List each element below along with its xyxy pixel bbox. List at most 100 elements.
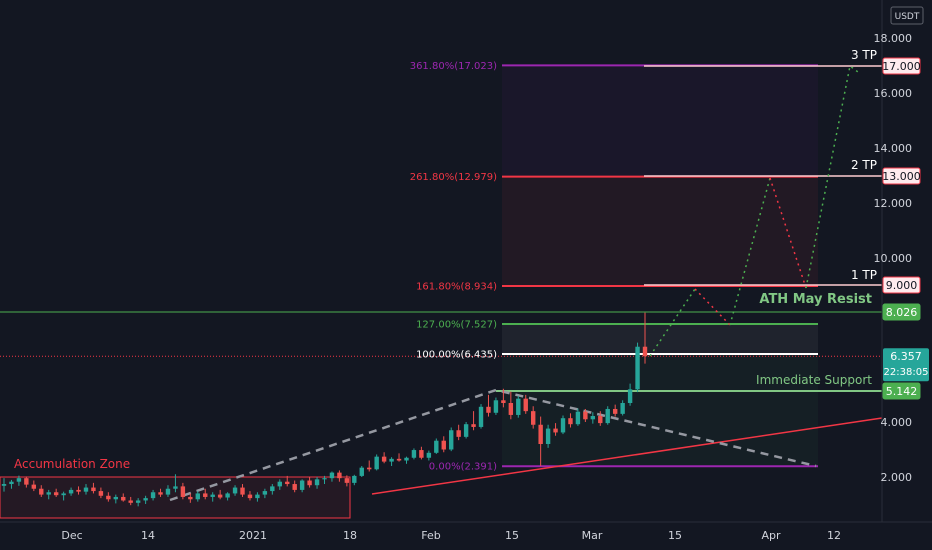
candle-body: [337, 472, 342, 479]
plot-area[interactable]: [0, 64, 883, 519]
candle-body: [478, 406, 484, 427]
candle-body: [545, 428, 551, 444]
candle-body: [449, 430, 454, 450]
time-tick-label: 15: [668, 529, 682, 542]
candle-body: [471, 424, 476, 427]
price-tag-box: [882, 276, 921, 294]
time-axis[interactable]: Dec 14 2021 18 Feb 15 Mar 15 Apr 12: [61, 529, 841, 542]
candle-body: [165, 488, 171, 495]
candle-body: [538, 424, 543, 444]
candle-body: [53, 492, 59, 496]
candle-body: [31, 484, 37, 489]
time-tick-label: 15: [505, 529, 519, 542]
price-tag-box: [882, 167, 921, 185]
candle-body: [91, 487, 96, 492]
candle-body: [575, 411, 581, 425]
candle-body: [367, 467, 372, 470]
candle-body: [217, 494, 223, 498]
candle-body: [106, 495, 111, 500]
projection-up-1: [649, 288, 696, 357]
candle-body: [39, 488, 44, 495]
fib-zone-lower: [502, 354, 818, 467]
candle-body: [314, 479, 320, 486]
candle-body: [292, 484, 297, 490]
candle-body: [411, 450, 417, 458]
fib-level-label: 361.80%(17.023): [410, 61, 497, 72]
candle-body: [113, 496, 119, 500]
candle-body: [61, 493, 66, 496]
immediate-support-label: Immediate Support: [756, 373, 872, 387]
price-tag-box: [882, 303, 921, 321]
candle-body: [180, 486, 186, 497]
candle-body: [210, 494, 215, 497]
candle-body: [143, 498, 148, 501]
tp1-label: 1 TP: [851, 268, 877, 282]
candle-body: [419, 450, 424, 458]
candle-body: [434, 440, 439, 453]
fib-zone-golden: [502, 324, 818, 354]
candle-body: [262, 491, 268, 495]
time-tick-label: Mar: [582, 529, 603, 542]
fib-level-label: 100.00%(6.435): [416, 350, 497, 361]
price-tag-label: 13.000: [882, 170, 921, 183]
candle-body: [128, 500, 133, 503]
price-tick-label: 10.000: [874, 252, 913, 265]
candle-body: [121, 496, 126, 501]
candle-body: [456, 430, 461, 437]
candle-body: [642, 346, 648, 357]
current-price-box: [883, 348, 929, 382]
projection-up-2: [729, 177, 771, 326]
bar-countdown-label: 22:38:05: [884, 367, 929, 378]
candle-body: [560, 418, 566, 433]
candle-body: [173, 486, 178, 489]
candle-body: [1, 484, 7, 486]
price-tag-label: 9.000: [886, 279, 918, 292]
candle-body: [150, 492, 156, 499]
time-tick-label: Feb: [421, 529, 440, 542]
candle-body: [530, 411, 536, 425]
candle-body: [627, 389, 633, 403]
fib-level-label: 0.00%(2.391): [429, 462, 497, 473]
candle-body: [225, 493, 230, 498]
candle-body: [135, 500, 141, 503]
time-tick-label: 2021: [239, 529, 267, 542]
annotations-layer: Accumulation Zone 361.80%(17.023) 261.80%(…: [14, 48, 877, 473]
candle-body: [441, 440, 446, 450]
candle-body: [463, 424, 469, 437]
candle-body: [240, 487, 245, 495]
candle-body: [426, 452, 432, 458]
candle-body: [247, 494, 253, 499]
candle-body: [493, 400, 499, 413]
pattern-outline-dashed: [169, 388, 817, 502]
fib-level-label: 161.80%(8.934): [416, 282, 497, 293]
price-tick-label: 18.000: [874, 32, 913, 45]
fib-zone-middle: [502, 176, 818, 286]
price-axis[interactable]: 18.000 16.000 14.000 12.000 10.000 4.000 2.000: [874, 32, 913, 484]
time-tick-label: 12: [827, 529, 841, 542]
projection-down-2: [769, 177, 807, 289]
candle-body: [76, 489, 81, 492]
price-tags: 17.000 13.000 9.000 8.026 5.142 6.357 22:38:05: [882, 57, 929, 400]
candle-body: [389, 458, 394, 462]
currency-button[interactable]: USDT: [890, 6, 924, 25]
price-tag-label: 5.142: [886, 385, 918, 398]
candle-body: [404, 457, 409, 461]
price-tag-box: [882, 382, 921, 400]
projection-down-1: [694, 288, 731, 326]
currency-label: USDT: [895, 12, 920, 22]
time-tick-label: Dec: [61, 529, 82, 542]
rising-trendline: [371, 417, 883, 495]
candle-body: [523, 398, 528, 412]
candle-body: [195, 493, 200, 500]
candle-body: [590, 416, 596, 420]
candle-body: [486, 406, 491, 413]
price-tick-label: 2.000: [881, 471, 913, 484]
candle-body: [516, 398, 521, 415]
candle-body: [277, 481, 282, 487]
time-tick-label: 14: [141, 529, 155, 542]
price-tick-label: 12.000: [874, 197, 913, 210]
candle-body: [352, 475, 357, 483]
candle-body: [344, 478, 350, 483]
